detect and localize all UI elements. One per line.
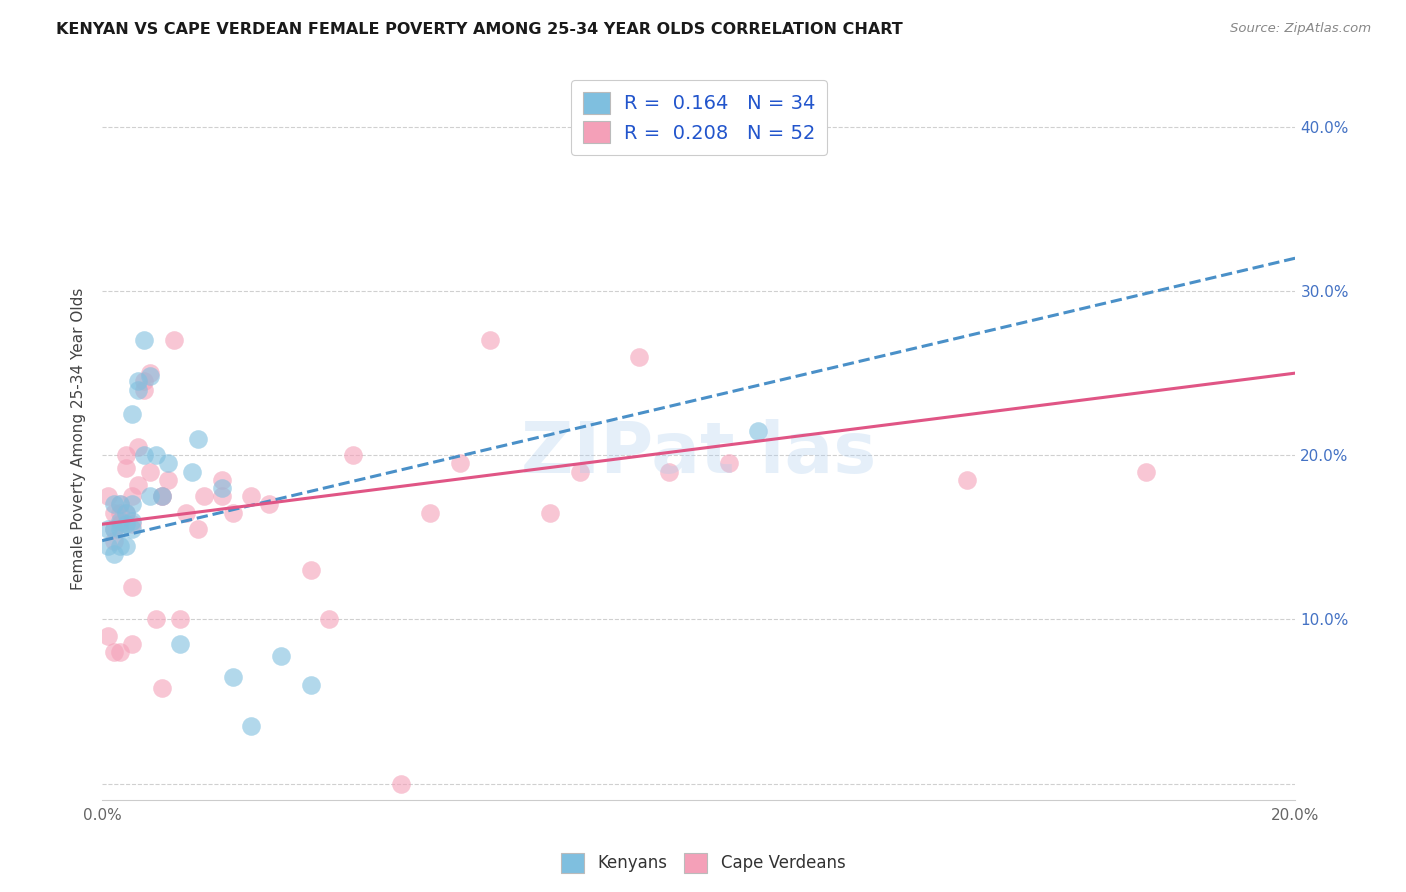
Point <box>127 440 149 454</box>
Point <box>108 506 131 520</box>
Point <box>163 333 186 347</box>
Point <box>108 514 131 528</box>
Text: Source: ZipAtlas.com: Source: ZipAtlas.com <box>1230 22 1371 36</box>
Legend: Kenyans, Cape Verdeans: Kenyans, Cape Verdeans <box>554 847 852 880</box>
Point <box>97 539 120 553</box>
Point <box>127 477 149 491</box>
Point <box>139 366 162 380</box>
Point <box>97 629 120 643</box>
Point <box>169 612 191 626</box>
Point <box>103 645 125 659</box>
Point <box>187 522 209 536</box>
Point <box>108 498 131 512</box>
Legend: R =  0.164   N = 34, R =  0.208   N = 52: R = 0.164 N = 34, R = 0.208 N = 52 <box>571 80 827 155</box>
Point <box>127 383 149 397</box>
Point <box>139 489 162 503</box>
Point <box>389 777 412 791</box>
Point <box>299 563 322 577</box>
Point <box>156 473 179 487</box>
Point <box>211 481 233 495</box>
Point <box>121 637 143 651</box>
Point <box>538 506 561 520</box>
Point <box>108 539 131 553</box>
Point <box>108 498 131 512</box>
Point <box>115 517 138 532</box>
Point <box>103 498 125 512</box>
Point <box>1135 465 1157 479</box>
Point <box>299 678 322 692</box>
Point <box>121 407 143 421</box>
Point <box>127 374 149 388</box>
Point <box>270 648 292 663</box>
Point <box>150 681 173 696</box>
Point <box>103 533 125 548</box>
Point <box>658 465 681 479</box>
Point <box>222 670 245 684</box>
Point <box>240 719 263 733</box>
Point <box>259 498 281 512</box>
Point <box>628 350 651 364</box>
Point <box>169 637 191 651</box>
Point <box>132 383 155 397</box>
Point <box>174 506 197 520</box>
Y-axis label: Female Poverty Among 25-34 Year Olds: Female Poverty Among 25-34 Year Olds <box>72 287 86 590</box>
Point <box>108 517 131 532</box>
Point <box>115 539 138 553</box>
Point <box>193 489 215 503</box>
Point <box>108 645 131 659</box>
Point <box>318 612 340 626</box>
Point <box>132 374 155 388</box>
Point <box>139 369 162 384</box>
Point <box>115 506 138 520</box>
Point <box>145 612 167 626</box>
Point <box>211 473 233 487</box>
Point <box>115 506 138 520</box>
Point <box>222 506 245 520</box>
Point <box>211 489 233 503</box>
Point <box>568 465 591 479</box>
Point <box>121 489 143 503</box>
Point <box>132 333 155 347</box>
Point <box>97 489 120 503</box>
Point <box>121 514 143 528</box>
Point <box>956 473 979 487</box>
Point <box>108 522 131 536</box>
Point <box>103 522 125 536</box>
Point <box>150 489 173 503</box>
Point <box>103 522 125 536</box>
Point <box>747 424 769 438</box>
Text: ZIPat las: ZIPat las <box>522 418 876 488</box>
Point <box>156 457 179 471</box>
Point <box>121 498 143 512</box>
Point <box>240 489 263 503</box>
Point <box>145 448 167 462</box>
Point <box>121 522 143 536</box>
Point <box>115 461 138 475</box>
Point <box>180 465 202 479</box>
Point <box>139 465 162 479</box>
Point <box>103 506 125 520</box>
Point <box>449 457 471 471</box>
Point <box>103 547 125 561</box>
Point <box>187 432 209 446</box>
Point <box>115 448 138 462</box>
Point <box>717 457 740 471</box>
Point <box>132 448 155 462</box>
Point <box>342 448 364 462</box>
Point <box>121 517 143 532</box>
Point <box>97 522 120 536</box>
Point <box>150 489 173 503</box>
Point <box>150 489 173 503</box>
Point <box>419 506 441 520</box>
Text: KENYAN VS CAPE VERDEAN FEMALE POVERTY AMONG 25-34 YEAR OLDS CORRELATION CHART: KENYAN VS CAPE VERDEAN FEMALE POVERTY AM… <box>56 22 903 37</box>
Point <box>121 580 143 594</box>
Point <box>479 333 502 347</box>
